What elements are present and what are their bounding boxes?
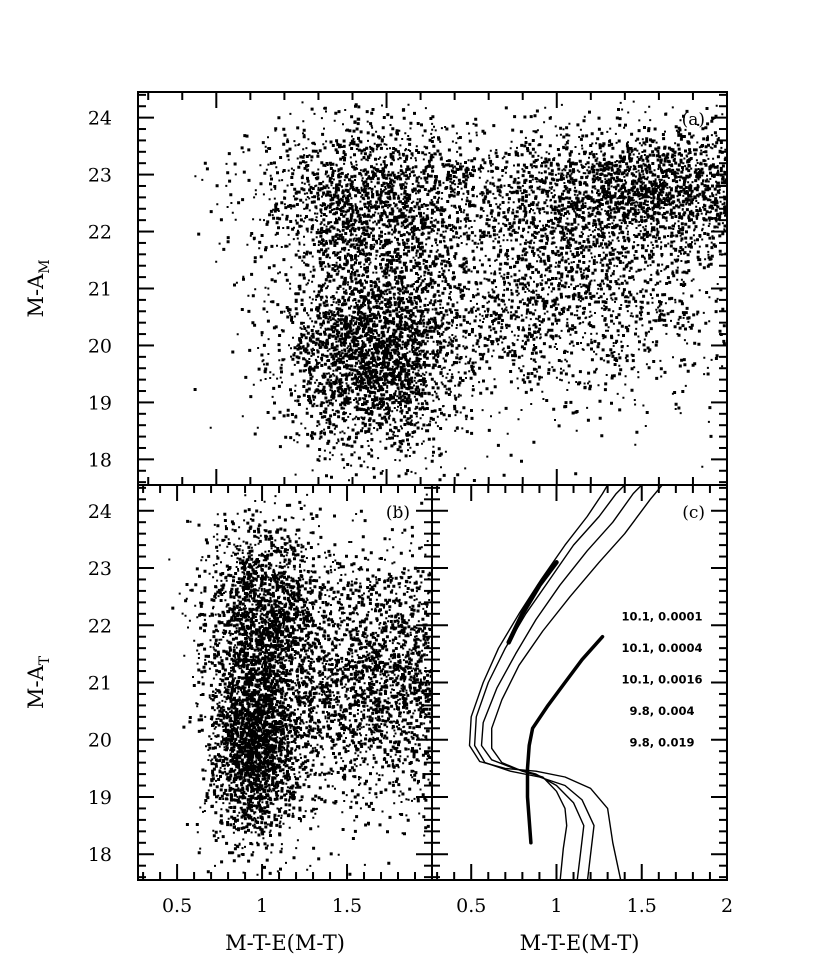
scatter-points-layer <box>168 100 728 876</box>
y-tick-label: 23 <box>88 165 112 187</box>
x-axis-label-b: M-T-E(M-T) <box>225 931 345 955</box>
x-tick-label: 1.5 <box>627 895 657 917</box>
scatter-points-panel-a <box>193 100 728 482</box>
y-tick-label: 20 <box>88 335 112 357</box>
y-tick-label: 20 <box>88 730 112 752</box>
x-tick-label: 2 <box>721 895 733 917</box>
y-tick-label: 18 <box>88 844 112 866</box>
y-tick-label: 21 <box>88 279 112 301</box>
isochrone-line-6 <box>506 560 559 645</box>
panel-label-c: (c) <box>682 503 705 523</box>
x-tick-label: 1.5 <box>332 895 362 917</box>
x-axis-label-c: M-T-E(M-T) <box>520 931 640 955</box>
y-tick-label: 18 <box>88 449 112 471</box>
y-tick-label: 24 <box>88 501 112 523</box>
isochrone-lines-layer <box>468 485 663 880</box>
isochrone-line-2 <box>491 485 663 880</box>
y-axis-label-b: M-AT <box>24 655 53 709</box>
x-tick-label: 1 <box>550 895 562 917</box>
isochrone-label-4: 10.1, 0.0004 <box>621 641 702 655</box>
panel-label-a: (a) <box>682 110 705 130</box>
ticks-layer <box>138 92 727 880</box>
x-tick-label: 1 <box>256 895 268 917</box>
panel-label-b: (b) <box>386 503 410 523</box>
y-tick-label: 22 <box>88 615 112 637</box>
y-tick-label: 19 <box>88 392 112 414</box>
isochrone-label-1: 9.8, 0.019 <box>629 736 694 750</box>
y-tick-label: 23 <box>88 558 112 580</box>
isochrone-line-4 <box>473 485 626 880</box>
scatter-points-panel-b <box>168 493 433 876</box>
y-tick-label: 24 <box>88 108 112 130</box>
y-axis-label-a: M-AM <box>24 259 53 317</box>
y-tick-label: 19 <box>88 787 112 809</box>
isochrone-label-2: 9.8, 0.004 <box>629 704 694 718</box>
y-tick-label: 22 <box>88 222 112 244</box>
x-tick-label: 0.5 <box>162 895 192 917</box>
isochrone-line-3 <box>480 485 643 880</box>
x-tick-label: 0.5 <box>456 895 486 917</box>
isochrone-label-3: 10.1, 0.0016 <box>621 673 702 687</box>
isochrone-label-5: 10.1, 0.0001 <box>621 610 702 624</box>
isochrone-line-1 <box>525 634 605 845</box>
isochrone-line-5 <box>468 485 622 880</box>
y-tick-label: 21 <box>88 673 112 695</box>
